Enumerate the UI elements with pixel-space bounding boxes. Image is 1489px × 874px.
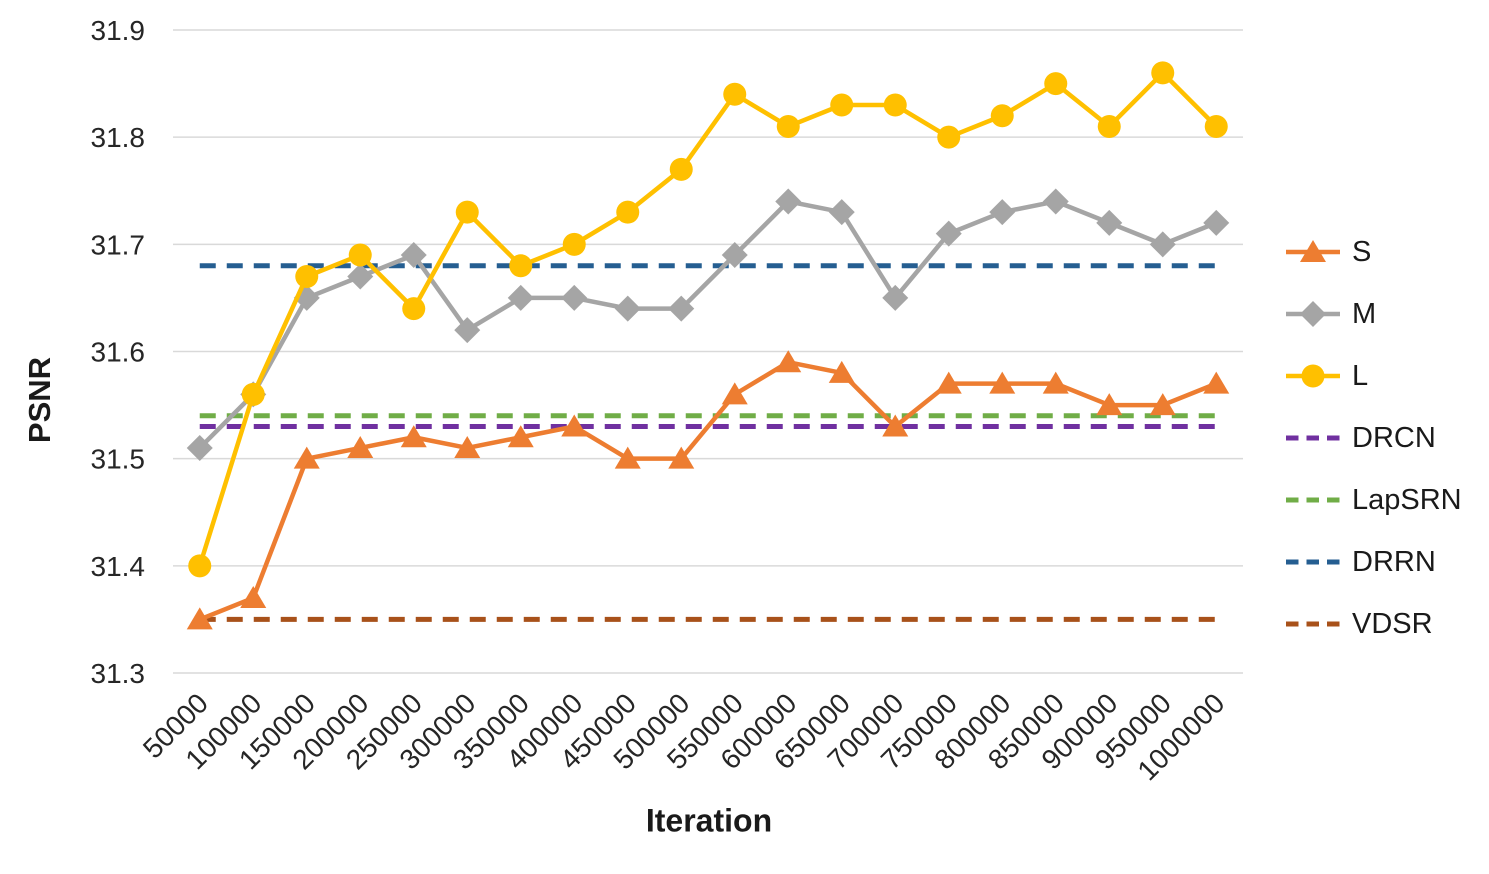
legend-label: LapSRN	[1352, 484, 1462, 516]
y-tick-label: 31.8	[91, 122, 146, 153]
y-tick-label: 31.9	[91, 15, 146, 46]
marker-circle	[241, 382, 265, 406]
legend-item-DRCN: DRCN	[1284, 421, 1462, 455]
marker-diamond	[721, 242, 748, 269]
legend-label: VDSR	[1352, 608, 1433, 640]
marker-triangle	[1042, 371, 1069, 394]
legend-item-VDSR: VDSR	[1284, 607, 1462, 641]
marker-triangle	[828, 360, 855, 383]
marker-circle	[937, 125, 961, 149]
legend-item-S: S	[1284, 235, 1462, 269]
marker-diamond	[454, 317, 481, 344]
marker-circle	[776, 114, 800, 138]
marker-triangle	[1149, 393, 1176, 416]
marker-triangle	[186, 607, 213, 630]
marker-circle	[1204, 114, 1228, 138]
y-tick-label: 31.4	[91, 551, 146, 582]
marker-circle	[1097, 114, 1121, 138]
y-tick-label: 31.7	[91, 229, 146, 260]
marker-diamond	[1096, 209, 1123, 236]
series-L	[188, 61, 1228, 578]
series-M	[186, 188, 1230, 461]
marker-circle	[348, 243, 372, 267]
legend-label: DRRN	[1352, 546, 1436, 578]
marker-diamond	[1149, 231, 1176, 258]
legend: S M L DRCN LapSRN DRRN VDSR	[1284, 235, 1462, 641]
marker-diamond	[186, 434, 213, 461]
legend-item-DRRN: DRRN	[1284, 545, 1462, 579]
marker-circle	[509, 254, 533, 278]
marker-circle	[990, 104, 1014, 128]
marker-circle	[295, 264, 319, 288]
legend-label: S	[1352, 236, 1372, 268]
marker-triangle	[507, 425, 534, 448]
marker-diamond	[828, 199, 855, 226]
marker-diamond	[1203, 209, 1230, 236]
marker-triangle	[347, 435, 374, 458]
marker-triangle	[1300, 240, 1326, 262]
legend-label: L	[1352, 360, 1369, 392]
legend-marker-dash	[1286, 497, 1340, 503]
marker-circle	[669, 157, 693, 181]
marker-diamond	[989, 199, 1016, 226]
marker-diamond	[561, 284, 588, 311]
marker-diamond	[507, 284, 534, 311]
marker-circle	[883, 93, 907, 117]
legend-item-LapSRN: LapSRN	[1284, 483, 1462, 517]
legend-label: M	[1352, 298, 1377, 330]
legend-marker-triangle	[1286, 240, 1340, 262]
marker-triangle	[454, 435, 481, 458]
x-axis-title: Iteration	[645, 802, 773, 839]
marker-diamond	[1042, 188, 1069, 215]
marker-circle	[402, 297, 426, 321]
marker-circle	[1151, 61, 1175, 85]
legend-item-L: L	[1284, 359, 1462, 393]
marker-triangle	[1203, 371, 1230, 394]
marker-triangle	[775, 350, 802, 373]
marker-diamond	[935, 220, 962, 247]
marker-diamond	[347, 263, 374, 290]
legend-marker-dash	[1286, 621, 1340, 627]
marker-diamond	[775, 188, 802, 215]
marker-triangle	[989, 371, 1016, 394]
legend-marker-diamond	[1286, 301, 1340, 327]
y-tick-label: 31.5	[91, 444, 146, 475]
marker-circle	[562, 232, 586, 256]
marker-diamond	[668, 295, 695, 322]
y-tick-label: 31.3	[91, 658, 146, 689]
marker-diamond	[1300, 301, 1326, 327]
marker-triangle	[561, 414, 588, 437]
marker-circle	[616, 200, 640, 224]
marker-triangle	[721, 382, 748, 405]
marker-diamond	[882, 284, 909, 311]
marker-diamond	[614, 295, 641, 322]
marker-circle	[455, 200, 479, 224]
marker-circle	[1044, 72, 1068, 96]
series-S	[186, 350, 1230, 630]
marker-triangle	[882, 414, 909, 437]
marker-triangle	[668, 446, 695, 469]
legend-marker-circle	[1286, 364, 1340, 388]
y-axis-title: PSNR	[22, 356, 57, 444]
marker-circle	[830, 93, 854, 117]
legend-label: DRCN	[1352, 422, 1436, 454]
marker-triangle	[614, 446, 641, 469]
marker-triangle	[293, 446, 320, 469]
legend-marker-dash	[1286, 559, 1340, 565]
legend-marker-dash	[1286, 435, 1340, 441]
marker-circle	[188, 554, 212, 578]
marker-circle	[723, 82, 747, 106]
legend-item-M: M	[1284, 297, 1462, 331]
y-tick-label: 31.6	[91, 337, 146, 368]
marker-diamond	[400, 242, 427, 269]
marker-triangle	[1096, 393, 1123, 416]
marker-triangle	[400, 425, 427, 448]
marker-triangle	[240, 585, 267, 608]
marker-triangle	[935, 371, 962, 394]
marker-circle	[1301, 364, 1325, 388]
